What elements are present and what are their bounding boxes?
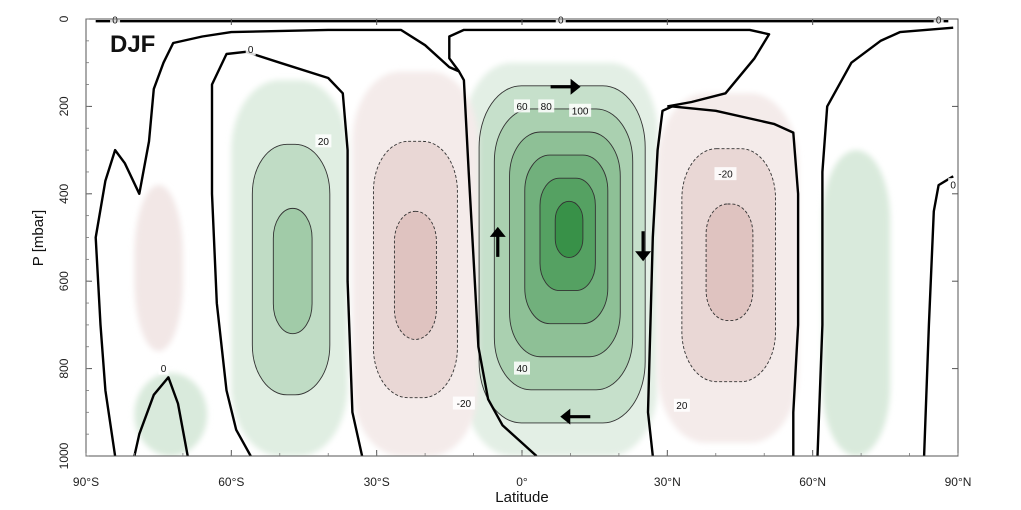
contour-label: 20 <box>318 137 330 148</box>
contour-label: -20 <box>457 399 472 410</box>
north-polar-cell <box>822 150 891 456</box>
y-tick-label: 600 <box>57 271 71 291</box>
south-polar-cell-level-1 <box>134 372 208 456</box>
south-mid-latitude-cell-contour-2 <box>372 140 458 399</box>
south-polar-neg-cell <box>134 185 183 352</box>
contour-label: -20 <box>718 170 733 181</box>
contour-label-bg <box>948 178 959 192</box>
contour-label-bg <box>452 396 475 410</box>
north-ferrel-cell-contour-3 <box>705 203 754 321</box>
tropical-north-cell-contour-4 <box>509 131 621 358</box>
contour-label-bg <box>514 99 530 113</box>
tropical-north-cell-contour-6 <box>539 177 596 292</box>
y-tick-label: 1000 <box>57 442 71 469</box>
south-polar-cell <box>134 372 208 456</box>
contour-label: 0 <box>558 15 564 26</box>
arrow-down <box>635 231 652 262</box>
y-tick-label: 0 <box>57 15 71 22</box>
axes: 90°S 60°S 30°S 0° 30°N 60°N 90°N02004006008001… <box>57 15 971 489</box>
panel-label: DJF <box>110 31 155 58</box>
north-polar-cell-level-1 <box>822 150 891 456</box>
x-tick-label: 60°N <box>799 475 826 489</box>
x-tick-label: 90°S <box>73 475 99 489</box>
circulation-arrows <box>489 78 652 425</box>
arrow-head <box>570 78 581 95</box>
contour-label-bg <box>714 167 737 181</box>
y-axis-title: P [mbar] <box>30 210 47 266</box>
contour-label-bg <box>245 42 256 56</box>
zero-contour-1 <box>94 28 538 456</box>
x-tick-label: 0° <box>516 475 528 489</box>
tropical-north-cell-contour-5 <box>524 154 609 325</box>
south-mid-latitude-cell-level-3 <box>394 211 437 340</box>
tropical-north-cell-contour-7 <box>554 200 584 258</box>
tropical-north-cell <box>463 62 658 456</box>
contour-label-bg <box>514 361 530 375</box>
contour-label-bg <box>569 103 592 117</box>
north-ferrel-cell <box>657 93 799 443</box>
contour-label: 0 <box>248 45 254 56</box>
north-ferrel-cell-level-3 <box>706 203 753 321</box>
zero-contour-6 <box>816 26 954 456</box>
contour-label-bg <box>673 398 690 412</box>
arrow-head <box>560 408 571 425</box>
tropical-north-cell-contour-3 <box>493 108 634 391</box>
contour-label: 80 <box>541 102 553 113</box>
arrow-right <box>550 78 581 95</box>
contour-label-bg <box>158 361 169 375</box>
contour-label: 20 <box>676 401 688 412</box>
x-axis-title: Latitude <box>495 489 548 506</box>
north-mid-latitude-cell <box>231 80 348 456</box>
arrow-head <box>635 251 652 262</box>
contour-label: 60 <box>516 102 528 113</box>
arrow-head <box>489 226 506 237</box>
contour-label: 100 <box>572 106 589 117</box>
north-mid-latitude-cell-contour-2 <box>251 143 331 396</box>
north-mid-latitude-cell-contour-3 <box>272 207 313 335</box>
y-tick-label: 400 <box>57 183 71 203</box>
contour-label: 0 <box>950 181 956 192</box>
y-tick-label: 200 <box>57 96 71 116</box>
zero-contour-5 <box>448 28 771 108</box>
shaded-fills <box>134 62 891 456</box>
contour-label-bg <box>315 134 332 148</box>
contour-label-bg <box>538 99 555 113</box>
south-mid-latitude-cell <box>352 71 479 456</box>
zero-contour-4 <box>646 105 800 456</box>
arrow-up <box>489 226 506 257</box>
x-tick-label: 30°N <box>654 475 681 489</box>
y-tick-label: 800 <box>57 358 71 378</box>
contour-label: 40 <box>516 364 528 375</box>
arrow-left <box>560 408 591 425</box>
zero-contour-3 <box>133 376 189 456</box>
zero-contour-7 <box>922 175 954 456</box>
north-ferrel-cell-contour-2 <box>681 148 776 383</box>
contour-label: 0 <box>936 15 942 26</box>
south-mid-latitude-cell-contour-3 <box>393 210 437 340</box>
x-tick-label: 60°S <box>218 475 244 489</box>
north-mid-latitude-cell-level-3 <box>273 208 313 334</box>
x-tick-label: 90°N <box>945 475 972 489</box>
tropical-north-cell-level-7 <box>555 201 583 258</box>
x-tick-label: 30°S <box>364 475 390 489</box>
contour-label: 0 <box>112 15 118 26</box>
south-polar-neg-cell-level-1 <box>134 185 183 352</box>
contour-label: 0 <box>161 364 167 375</box>
